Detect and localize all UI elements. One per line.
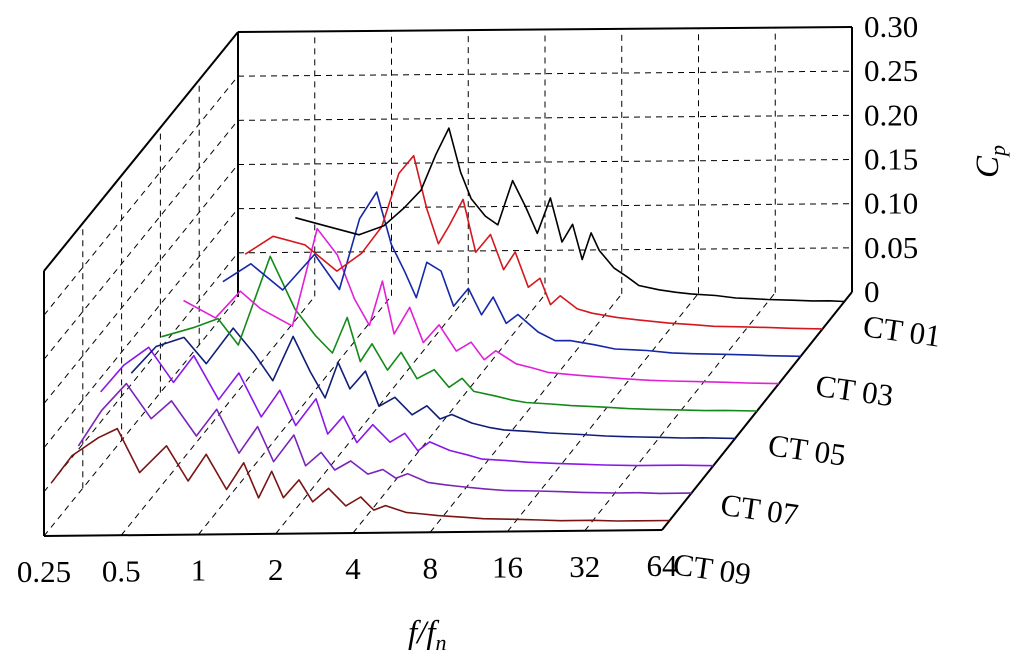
x-tick-label: 16: [492, 550, 523, 585]
x-tick-label: 64: [647, 548, 679, 583]
sidewall-hgrid: [43, 120, 239, 360]
x-tick-label: 0.25: [17, 554, 71, 589]
floor-depth-grid: [507, 292, 699, 532]
floor-depth-grid: [429, 293, 623, 533]
x-tick-label: 8: [423, 550, 439, 585]
series-line-ct-08: [77, 382, 692, 495]
series-line-ct-04: [183, 227, 779, 385]
z-tick-label: 0: [864, 274, 880, 309]
sidewall-hgrid: [43, 164, 239, 404]
x-tick-label: 1: [191, 553, 207, 588]
sidewall-hgrid: [43, 252, 239, 493]
floor-depth-grid: [120, 296, 316, 536]
series-line-ct-09: [51, 427, 670, 522]
z-tick-label: 0.10: [864, 186, 918, 221]
chart-frame: [43, 26, 853, 537]
frame-edge: [43, 529, 663, 537]
category-tick-label: CT 05: [766, 427, 848, 472]
floor-depth-grid: [198, 295, 392, 535]
backwall-hgrid: [237, 247, 853, 254]
frame-edge: [237, 26, 853, 33]
x-tick-label: 0.5: [102, 553, 141, 588]
sidewall-hgrid: [43, 75, 239, 316]
category-tick-label: CT 03: [814, 368, 896, 413]
chart-series: [51, 127, 845, 522]
floor-depth-grid: [584, 292, 776, 532]
series-line-ct-03: [222, 191, 801, 358]
chart-grid: [43, 26, 853, 537]
floor-depth-grid: [352, 294, 546, 534]
backwall-hgrid: [237, 203, 853, 210]
series-line-ct-01: [295, 127, 845, 303]
category-tick-label: CT 01: [861, 308, 943, 353]
series-line-ct-05: [161, 255, 758, 412]
z-axis-label: Cp: [970, 145, 1010, 178]
backwall-hgrid: [237, 114, 853, 121]
z-tick-label: 0.15: [864, 142, 918, 177]
z-tick-label: 0.05: [864, 230, 918, 265]
category-tick-label: CT 09: [671, 546, 753, 591]
backwall-hgrid: [237, 70, 853, 77]
floor-depth-grid: [43, 296, 239, 537]
x-tick-label: 2: [268, 552, 284, 587]
floor-depth-grid: [275, 294, 469, 535]
category-tick-label: CT 07: [719, 487, 801, 532]
z-tick-label: 0.25: [864, 53, 918, 88]
series-line-ct-07: [100, 346, 714, 467]
frame-edge: [43, 31, 239, 272]
backwall-hgrid: [237, 159, 853, 165]
x-axis-label: f/fn: [408, 615, 447, 651]
sidewall-hgrid: [43, 208, 239, 448]
z-tick-label: 0.20: [864, 97, 918, 132]
series-line-ct-06: [130, 327, 736, 440]
x-tick-label: 4: [345, 551, 361, 586]
series-line-ct-02: [244, 154, 823, 330]
z-tick-label: 0.30: [864, 9, 918, 44]
x-tick-label: 32: [569, 549, 600, 584]
